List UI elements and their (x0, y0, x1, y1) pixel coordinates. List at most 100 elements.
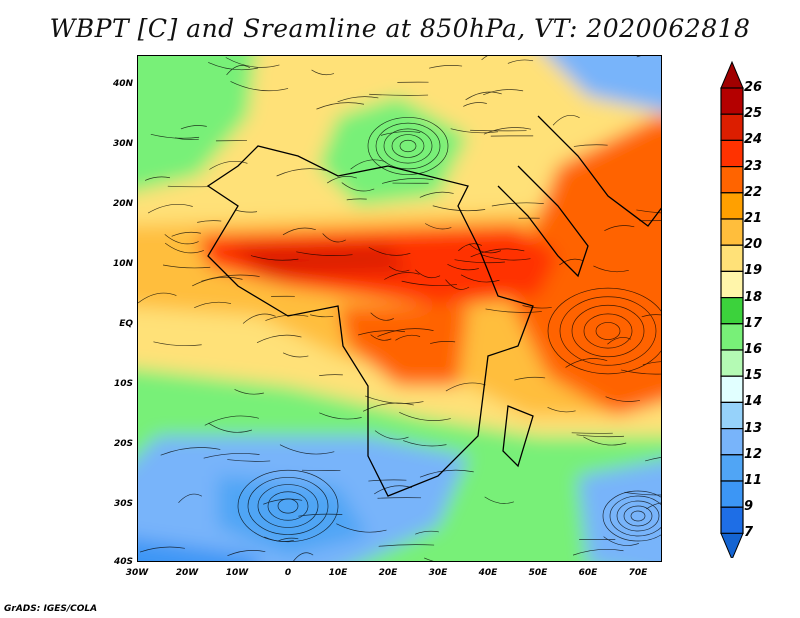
streamline (450, 128, 499, 134)
streamline (369, 93, 429, 96)
streamline (147, 204, 193, 214)
streamline (381, 178, 434, 184)
streamline (481, 56, 488, 61)
streamline (565, 358, 608, 368)
streamline (463, 102, 487, 107)
streamline (310, 314, 334, 318)
colorbar-segment (720, 401, 744, 430)
streamline (507, 59, 534, 64)
streamline-vortex (257, 484, 319, 528)
colorbar-label: 17 (744, 315, 763, 331)
streamline (197, 220, 222, 223)
colorbar-segment (720, 244, 744, 272)
colorbar-label: 22 (744, 184, 763, 200)
colorbar-segment (720, 192, 744, 220)
streamline (432, 205, 486, 212)
streamline (593, 265, 629, 273)
streamline (192, 276, 243, 287)
colorbar-label: 7 (744, 525, 754, 541)
streamline-vortex (630, 510, 646, 522)
streamline-vortex (237, 469, 339, 543)
streamline (403, 440, 447, 447)
streamline-vortex (583, 313, 633, 349)
streamline (522, 305, 552, 309)
streamline (167, 185, 208, 188)
streamline (279, 444, 335, 455)
streamline (150, 133, 200, 139)
streamline (374, 485, 412, 495)
lat-label: 30N (112, 139, 133, 149)
streamline (430, 341, 456, 344)
colorbar-label: 23 (744, 158, 763, 174)
streamline (350, 159, 387, 170)
streamline-vortex (247, 477, 329, 535)
map-title: WBPT [C] and Sreamline at 850hPa, VT: 20… (49, 14, 751, 43)
streamline (607, 337, 631, 345)
streamline (388, 265, 410, 272)
colorbar-label: 18 (744, 289, 763, 305)
streamline-vortex (571, 304, 645, 358)
lat-label: 30S (113, 499, 133, 509)
colorbar-segment (720, 375, 744, 404)
streamline (384, 272, 420, 280)
streamline (368, 479, 407, 482)
streamline (370, 312, 394, 321)
streamline (256, 334, 302, 344)
streamline (326, 176, 357, 184)
streamline (380, 131, 421, 136)
colorbar-top-arrow (720, 60, 744, 89)
streamline (263, 498, 303, 505)
streamline (282, 352, 309, 358)
streamline (483, 89, 524, 96)
streamline (480, 254, 531, 261)
colorbar-segment (720, 165, 744, 194)
streamline (225, 57, 280, 68)
lon-label: 60E (578, 568, 598, 578)
streamline (470, 129, 527, 132)
streamline (605, 396, 640, 402)
streamline (311, 69, 335, 76)
colorbar-label: 11 (744, 473, 763, 488)
streamline (164, 242, 204, 254)
streamline (465, 91, 502, 101)
streamline-vortex (391, 134, 425, 158)
streamline-vortex (277, 498, 299, 514)
streamline-vortex (375, 122, 441, 170)
streamline (337, 96, 379, 103)
streamline (419, 469, 474, 478)
streamline (358, 330, 406, 336)
streamline (194, 301, 232, 309)
streamline (624, 491, 661, 496)
streamline (401, 280, 458, 286)
lon-label: 0 (284, 568, 292, 578)
streamline (571, 432, 613, 434)
streamline (230, 81, 289, 92)
streamline (468, 243, 502, 254)
streamline (572, 548, 624, 556)
streamline-vortex (595, 322, 621, 340)
streamline (171, 231, 201, 237)
streamline (424, 557, 434, 561)
colorbar-label: 24 (744, 132, 763, 148)
map-field (138, 56, 661, 561)
streamline-vortex (547, 287, 661, 375)
streamline (645, 457, 661, 462)
streamline (336, 523, 387, 533)
streamline (641, 314, 661, 318)
lon-label: 70E (628, 568, 648, 578)
colorbar-segment (720, 139, 744, 168)
streamline-vortex (383, 128, 433, 164)
streamline (514, 376, 546, 381)
colorbar-label: 12 (744, 446, 763, 462)
streamline (576, 434, 624, 438)
streamline (470, 248, 525, 258)
streamline-vortex (367, 117, 449, 175)
streamline (454, 259, 505, 264)
streamline (139, 546, 185, 553)
streamline (277, 537, 299, 542)
streamline (144, 176, 171, 181)
lat-label: 20N (112, 199, 133, 209)
streamline (164, 234, 199, 245)
colorbar-label: 25 (744, 106, 763, 122)
colorbar-label: 14 (744, 394, 763, 410)
